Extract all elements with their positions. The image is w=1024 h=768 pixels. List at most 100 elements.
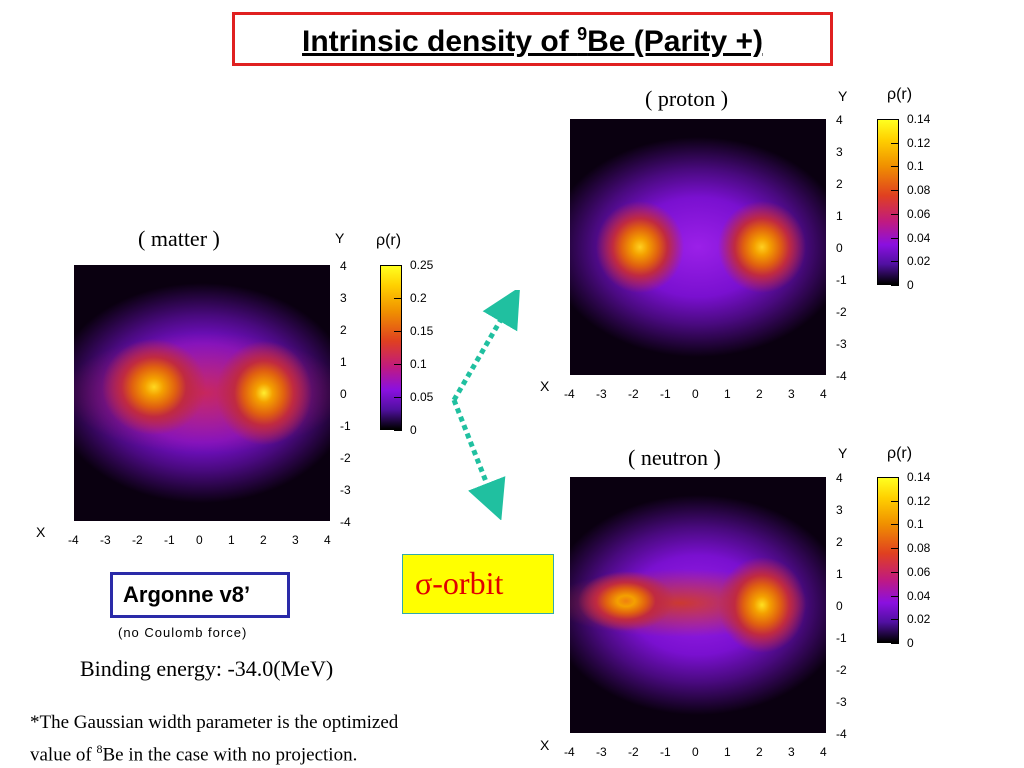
y-tick-label: -4 <box>836 727 847 741</box>
matter-label: ( matter ) <box>138 226 220 251</box>
y-tick-label: -1 <box>836 631 847 645</box>
title-suffix: Be (Parity +) <box>587 25 763 58</box>
x-tick-label: -1 <box>660 745 671 759</box>
colorbar-tick-mark <box>891 524 899 526</box>
matter-density-map <box>74 265 330 521</box>
x-tick-label: 3 <box>292 533 299 547</box>
y-tick-label: 3 <box>340 291 347 305</box>
colorbar-tick-mark <box>891 285 899 286</box>
colorbar-tick-label: 0 <box>410 423 417 437</box>
y-tick-label: -4 <box>836 369 847 383</box>
x-tick-label: 4 <box>820 745 827 759</box>
colorbar-tick-mark <box>891 119 899 120</box>
colorbar-tick-label: 0.06 <box>907 564 931 579</box>
colorbar-tick-mark <box>891 595 899 597</box>
x-tick-label: 0 <box>692 745 699 759</box>
y-axis-name: Y <box>335 230 345 246</box>
colorbar-tick-label: 0.1 <box>410 357 427 371</box>
colorbar-tick-label: 0.25 <box>410 258 434 272</box>
colorbar-tick-mark <box>891 213 899 215</box>
proton-cbar-label: ρ(r) <box>887 86 913 103</box>
colorbar-tick-mark <box>394 331 402 332</box>
proton-colorbar <box>877 119 899 285</box>
y-tick-label: 2 <box>340 323 347 337</box>
colorbar-tick-label: 0.2 <box>410 291 427 305</box>
y-tick-label: -2 <box>836 305 847 319</box>
colorbar-tick-label: 0.02 <box>907 254 931 269</box>
y-tick-label: -1 <box>836 273 847 287</box>
x-tick-label: 4 <box>820 387 827 401</box>
y-tick-label: 3 <box>836 503 843 517</box>
footnote-line2-suffix: Be in the case with no projection. <box>102 744 358 766</box>
colorbar-tick-mark <box>891 643 899 644</box>
page-title: Intrinsic density of 9Be (Parity +) <box>235 25 830 59</box>
x-tick-label: 1 <box>724 745 731 759</box>
title-box: Intrinsic density of 9Be (Parity +) <box>232 12 833 66</box>
colorbar-tick-label: 0.14 <box>907 112 931 126</box>
x-tick-label: -4 <box>68 533 79 547</box>
potential-note: (no Coulomb force) <box>118 625 248 640</box>
title-prefix: Intrinsic density of <box>302 25 578 58</box>
arrow-to-neutron <box>451 399 506 520</box>
y-tick-label: 4 <box>836 471 843 485</box>
colorbar-tick-label: 0.04 <box>907 230 931 245</box>
y-tick-label: -4 <box>340 515 351 529</box>
proton-density-map <box>570 119 826 375</box>
x-tick-label: 1 <box>724 387 731 401</box>
colorbar-tick-mark <box>891 166 899 168</box>
y-tick-label: 0 <box>836 599 843 613</box>
y-tick-label: 0 <box>340 387 347 401</box>
y-tick-label: 1 <box>836 567 843 581</box>
colorbar-tick-label: 0.08 <box>907 183 931 198</box>
y-axis-name: Y <box>838 88 848 104</box>
colorbar-tick-label: 0.12 <box>907 493 931 508</box>
y-tick-label: 2 <box>836 535 843 549</box>
y-tick-label: -1 <box>340 419 351 433</box>
colorbar-tick-mark <box>394 397 402 398</box>
x-tick-label: -3 <box>596 745 607 759</box>
x-tick-label: -2 <box>628 745 639 759</box>
x-tick-label: 3 <box>788 745 795 759</box>
x-tick-label: -2 <box>132 533 143 547</box>
x-tick-label: -3 <box>596 387 607 401</box>
colorbar-tick-label: 0.14 <box>907 470 931 484</box>
neutron-colorbar <box>877 477 899 643</box>
potential-box: Argonne v8’ <box>110 572 290 618</box>
colorbar-tick-label: 0.12 <box>907 135 931 150</box>
footnote: *The Gaussian width parameter is the opt… <box>30 710 398 768</box>
colorbar-tick-mark <box>891 190 899 192</box>
colorbar-tick-mark <box>891 548 899 550</box>
footnote-line2-prefix: value of <box>30 744 97 766</box>
y-tick-label: 0 <box>836 241 843 255</box>
colorbar-tick-label: 0.15 <box>410 324 434 338</box>
y-tick-label: 1 <box>340 355 347 369</box>
colorbar-tick-label: 0 <box>907 278 914 292</box>
x-tick-label: -4 <box>564 745 575 759</box>
y-axis-name: Y <box>838 445 848 461</box>
neutron-cbar-label: ρ(r) <box>887 445 913 462</box>
neutron-density-map <box>570 477 826 733</box>
x-tick-label: 0 <box>692 387 699 401</box>
neutron-label: ( neutron ) <box>628 445 721 470</box>
colorbar-tick-label: 0.05 <box>410 390 434 404</box>
colorbar-tick-mark <box>891 619 899 621</box>
x-axis-name: X <box>540 737 550 753</box>
x-tick-label: 1 <box>228 533 235 547</box>
footnote-line1: *The Gaussian width parameter is the opt… <box>30 712 399 733</box>
colorbar-tick-mark <box>891 261 899 263</box>
sigma-orbit-label: σ-orbit <box>402 554 554 614</box>
colorbar-tick-label: 0.1 <box>907 517 924 532</box>
title-superscript: 9 <box>577 24 588 44</box>
colorbar-tick-mark <box>394 298 402 299</box>
y-tick-label: 3 <box>836 145 843 159</box>
footnote-line2: value of 8Be in the case with no project… <box>30 736 398 768</box>
colorbar-tick-label: 0.04 <box>907 588 931 603</box>
x-tick-label: 2 <box>756 387 763 401</box>
x-tick-label: 2 <box>756 745 763 759</box>
x-tick-label: 3 <box>788 387 795 401</box>
matter-colorbar <box>380 265 402 430</box>
matter-cbar-label: ρ(r) <box>376 232 402 249</box>
colorbar-tick-label: 0.06 <box>907 206 931 221</box>
binding-energy: Binding energy: -34.0(MeV) <box>80 656 334 681</box>
y-tick-label: -2 <box>836 663 847 677</box>
